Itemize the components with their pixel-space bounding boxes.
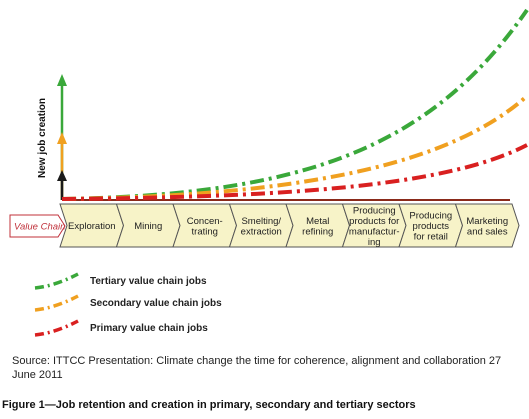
secondary-arrow-head [57,132,67,144]
stage-label: manufactur- [349,226,400,237]
primary-arrow-head [57,170,67,181]
value-chain-label-text: Value Chain [14,222,65,233]
value-chain-label: Value Chain [9,214,66,238]
stage-label: refining [302,226,333,237]
legend-label: Tertiary value chain jobs [90,276,207,287]
legend-label: Secondary value chain jobs [90,298,222,309]
value-chain-stages: Exploration Mining Concen-trating Smelting/… [59,203,520,248]
tertiary-arrow-head [57,74,67,86]
stage-label: Mining [134,221,162,232]
stage-label: extraction [241,226,282,237]
legend-swatch [34,294,79,312]
legend-swatch [34,272,79,290]
stage-label: Concen- [187,216,223,227]
figure-caption: Figure 1—Job retention and creation in p… [2,399,416,411]
stage-label: Exploration [68,221,116,232]
value-chain-diagram: New job creation Value Chain Exploration… [9,8,529,337]
stage-label: Marketing [466,216,508,227]
legend-swatch [34,319,79,337]
stage-label: products for [349,216,399,227]
legend: Tertiary value chain jobs Secondary value… [34,272,222,337]
secondary-curve [61,94,529,201]
stage-label: for retail [414,232,448,243]
legend-label: Primary value chain jobs [90,323,208,334]
stage-label: trating [192,226,218,237]
stage-label: Producing [353,205,396,216]
stage-label: and sales [467,226,508,237]
stage-label: ing [368,237,381,248]
stage-label: Metal [306,216,329,227]
primary-curve [61,143,528,201]
tertiary-curve [61,8,529,201]
source-note: Source: ITTCC Presentation: Climate chan… [12,355,502,381]
stage-label: Smelting/ [241,216,281,227]
stage-label: Producing [409,211,452,222]
y-axis-label: New job creation [37,98,48,178]
stage-label: products [413,221,450,232]
y-axis-arrows [57,74,67,200]
stage-chevron [454,203,520,248]
